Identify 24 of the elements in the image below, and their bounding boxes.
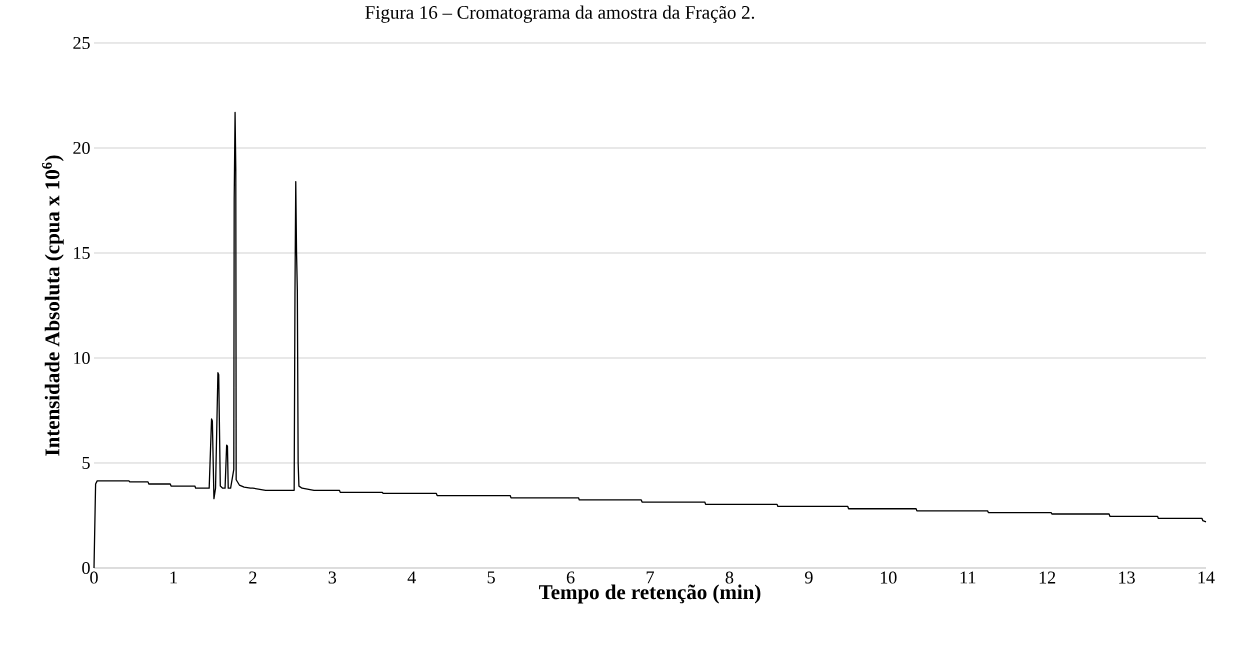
x-tick-label: 2 — [249, 571, 257, 584]
x-tick-label: 9 — [804, 571, 813, 584]
x-tick-label: 13 — [1119, 571, 1135, 584]
y-tick-label: 25 — [73, 36, 90, 50]
x-tick-label: 4 — [407, 571, 416, 584]
x-tick-label: 14 — [1198, 571, 1215, 584]
y-axis-title: Intensidade Absoluta (cpua x 10$^{6}$) — [42, 155, 64, 456]
x-tick-label: 0 — [90, 571, 98, 584]
y-tick-label: 20 — [73, 141, 90, 155]
x-tick-label: 11 — [960, 571, 976, 584]
x-tick-label: 1 — [170, 571, 177, 584]
x-tick-label: 6 — [566, 571, 575, 584]
y-tick-label: 15 — [74, 246, 90, 259]
x-tick-label: 10 — [880, 571, 897, 584]
y-tick-label: 0 — [82, 561, 90, 575]
x-axis-title: Tempo de retenção (min) — [539, 584, 761, 604]
x-tick-label: 7 — [646, 571, 654, 584]
y-tick-label: 5 — [82, 457, 90, 469]
x-tick-label: 3 — [328, 571, 337, 584]
x-tick-label: 5 — [487, 571, 495, 584]
x-tick-label: 12 — [1039, 571, 1056, 584]
x-tick-label: 8 — [725, 571, 734, 584]
y-tick-label: 10 — [74, 351, 90, 365]
chart-title: Figura 16 – Cromatograma da amostra da Fração 2. — [365, 5, 755, 23]
